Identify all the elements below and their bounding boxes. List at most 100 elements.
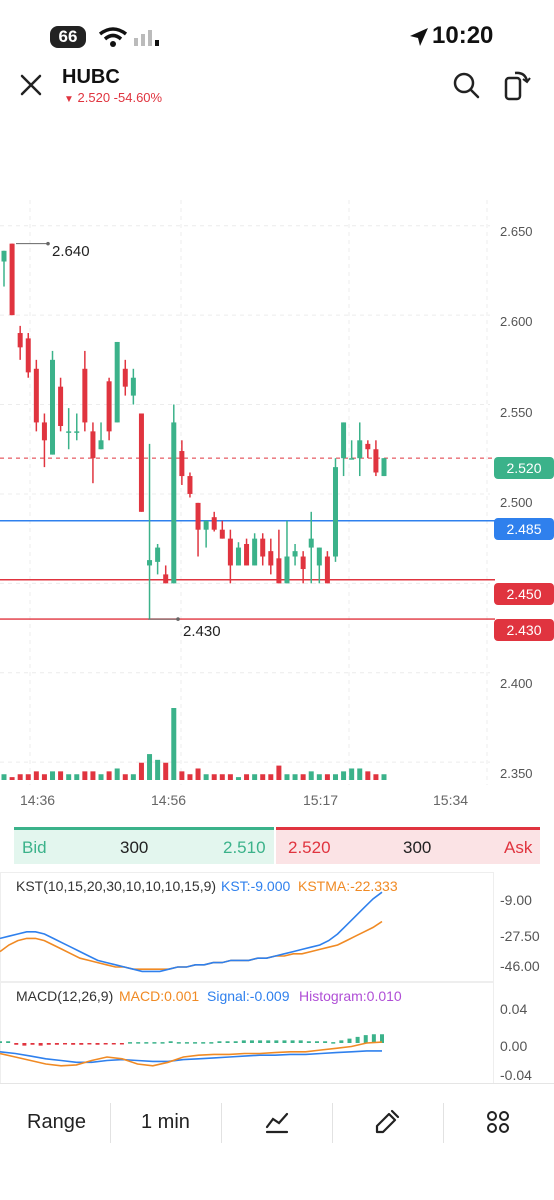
candle-body: [252, 538, 258, 566]
histogram-bar: [79, 1043, 84, 1045]
symbol-title: HUBC: [62, 66, 120, 88]
rotate-screen-icon: [504, 71, 531, 101]
low-annotation: 2.430: [183, 623, 221, 640]
bid-price: 2.510: [223, 838, 266, 857]
macd-axis-tick: 0.04: [500, 1001, 528, 1017]
volume-bar: [284, 774, 290, 780]
candle-body: [373, 449, 379, 473]
volume-bar: [349, 768, 355, 780]
candle-body: [308, 538, 314, 548]
volume-bar: [211, 774, 217, 780]
volume-bar: [292, 774, 298, 780]
histogram-bar: [14, 1043, 19, 1045]
high-annotation: 2.640: [52, 243, 90, 260]
volume-bar: [147, 754, 153, 780]
candle-body: [163, 574, 169, 584]
search-button[interactable]: [449, 68, 483, 102]
toolbar-divider: [443, 1103, 444, 1143]
grid-apps-icon: [487, 1111, 509, 1133]
volume-bar: [90, 771, 96, 780]
volume-bar: [66, 774, 72, 780]
histogram-bar: [241, 1040, 246, 1043]
volume-bar: [316, 774, 322, 780]
candle-body: [41, 422, 47, 441]
histogram-bar: [103, 1043, 108, 1045]
toolbar-divider: [110, 1103, 111, 1143]
kstma-line: [0, 920, 383, 970]
histogram-bar: [371, 1034, 376, 1043]
histogram-bar: [0, 1041, 2, 1043]
red-line-price-tag[interactable]: 2.450: [494, 583, 554, 605]
down-arrow-icon: ▼: [64, 94, 74, 105]
histogram-bar: [249, 1040, 254, 1043]
histogram-bar: [290, 1040, 295, 1043]
candle-body: [90, 431, 96, 459]
candle-body: [195, 502, 201, 530]
candle-body: [227, 538, 233, 566]
histogram-bar: [298, 1040, 303, 1043]
histogram-bar: [22, 1043, 27, 1046]
battery-indicator: 66: [50, 26, 86, 48]
rotate-screen-button[interactable]: [500, 68, 534, 102]
kst-axis-tick: -46.00: [500, 958, 540, 974]
histogram-bar: [314, 1041, 319, 1043]
volume-bar: [373, 774, 379, 780]
volume-bar: [58, 771, 64, 780]
macd-value: MACD:0.001: [119, 988, 200, 1004]
volume-bar: [138, 762, 144, 780]
indicators-button[interactable]: [260, 1105, 294, 1139]
status-time: 10:20: [432, 22, 494, 49]
volume-bar: [203, 774, 209, 780]
histogram-bar: [225, 1041, 230, 1043]
time-tick: 14:56: [151, 792, 187, 808]
candle-body: [332, 467, 338, 557]
red-line-price-tag[interactable]: 2.430: [494, 619, 554, 641]
candle-body: [66, 431, 72, 433]
kst-panel[interactable]: [0, 872, 494, 982]
signal-icon: [134, 30, 159, 46]
time-tick: 15:34: [433, 792, 469, 808]
bid-panel[interactable]: [14, 827, 274, 864]
kst-axis-tick: -27.50: [500, 928, 540, 944]
interval-button[interactable]: 1 min: [141, 1111, 190, 1133]
candle-body: [203, 520, 209, 530]
close-button[interactable]: [14, 68, 48, 102]
histogram-bar: [306, 1041, 311, 1043]
ask-panel[interactable]: [276, 827, 540, 864]
more-button[interactable]: [481, 1105, 515, 1139]
price-change: ▼ 2.520 -54.60%: [64, 90, 162, 105]
candle-body: [260, 538, 266, 557]
candle-body: [25, 338, 31, 373]
histogram-bar: [266, 1040, 271, 1043]
histogram-bar: [176, 1042, 181, 1044]
price-tick: 2.650: [500, 224, 533, 239]
close-icon: [20, 74, 42, 96]
histogram-bar: [380, 1034, 384, 1043]
range-button[interactable]: Range: [27, 1111, 86, 1133]
volume-bar: [324, 774, 330, 780]
histogram-bar: [217, 1041, 222, 1043]
volume-bar: [195, 768, 201, 780]
volume-bar: [122, 774, 128, 780]
histogram-bar: [355, 1036, 360, 1043]
candle-body: [349, 458, 355, 460]
volume-bar: [235, 777, 241, 780]
kst-params: KST(10,15,20,30,10,10,10,15,9): [16, 878, 217, 894]
price-chart[interactable]: [0, 190, 554, 790]
histogram-bar: [331, 1042, 336, 1044]
candle-body: [211, 517, 217, 530]
candle-body: [365, 443, 371, 450]
histogram-bar: [6, 1041, 11, 1043]
blue-line-price-tag[interactable]: 2.485: [494, 518, 554, 540]
volume-bar: [341, 771, 347, 780]
candle-body: [316, 547, 322, 566]
candle-body: [147, 560, 153, 566]
draw-button[interactable]: [370, 1105, 404, 1139]
histogram-bar: [323, 1041, 328, 1043]
price-tick: 2.600: [500, 314, 533, 329]
volume-bar: [268, 774, 274, 780]
volume-bar: [155, 759, 161, 780]
volume-bar: [9, 777, 15, 780]
histogram-bar: [258, 1040, 263, 1043]
candle-body: [1, 250, 7, 262]
